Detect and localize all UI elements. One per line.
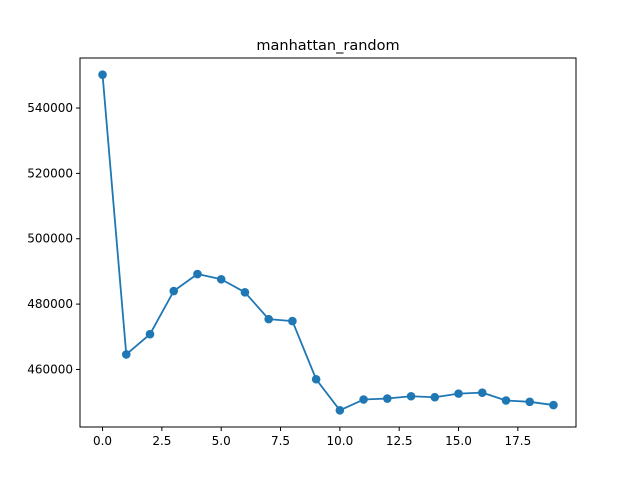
data-point: [549, 400, 558, 410]
data-point: [359, 395, 368, 404]
data-point: [216, 274, 226, 284]
x-tick-label: 5.0: [212, 434, 231, 448]
data-point: [335, 406, 345, 415]
y-tick-label: 520000: [27, 166, 73, 180]
x-tick-label: 10.0: [327, 434, 354, 448]
data-point: [477, 388, 487, 397]
series-layer: [98, 70, 558, 415]
x-tick-label: 0.0: [93, 434, 112, 448]
chart-title: manhattan_random: [256, 38, 399, 54]
data-point: [430, 392, 440, 402]
y-tick-label: 460000: [27, 362, 73, 376]
y-tick-label: 540000: [27, 101, 73, 115]
data-point: [525, 397, 535, 407]
data-point: [288, 316, 297, 326]
data-point: [454, 389, 463, 398]
data-point: [98, 70, 107, 79]
x-tick-label: 12.5: [386, 434, 413, 448]
x-tick-label: 17.5: [504, 434, 531, 448]
y-tick-label: 500000: [27, 232, 73, 246]
x-axis-ticks: 0.0 2.5 5.0 7.5 10.0 12.5 15.0 17.5: [93, 427, 531, 448]
data-point: [121, 350, 131, 359]
data-point: [264, 314, 273, 324]
x-tick-label: 2.5: [152, 434, 171, 448]
data-point: [240, 288, 250, 297]
x-tick-label: 15.0: [445, 434, 472, 448]
x-tick-label: 7.5: [271, 434, 290, 448]
data-point: [406, 391, 416, 401]
data-point: [311, 374, 321, 384]
y-tick-label: 480000: [27, 297, 73, 311]
data-point: [501, 396, 511, 405]
data-point: [383, 394, 392, 403]
y-axis-ticks: 460000 480000 500000 520000 540000: [27, 101, 80, 376]
plot-frame: [79, 57, 577, 428]
data-point: [145, 329, 155, 339]
data-point: [169, 286, 179, 296]
data-point: [193, 269, 202, 279]
